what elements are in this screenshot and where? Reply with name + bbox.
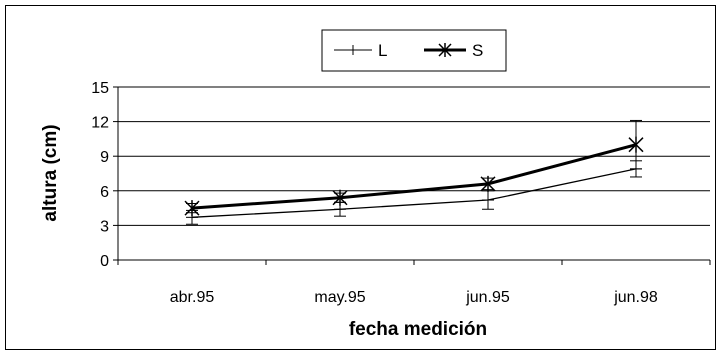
data-point bbox=[184, 200, 200, 217]
data-point bbox=[332, 189, 348, 206]
data-point bbox=[482, 194, 494, 207]
legend-l-sample bbox=[334, 45, 372, 55]
x-tick-label: may.95 bbox=[314, 289, 365, 306]
y-tick-label: 6 bbox=[100, 184, 109, 201]
y-tick-label: 9 bbox=[100, 149, 109, 166]
series-l bbox=[186, 160, 642, 225]
series-layer bbox=[184, 119, 644, 225]
x-tick-label: jun.98 bbox=[613, 289, 658, 306]
x-tick-label: jun.95 bbox=[465, 289, 510, 306]
x-axis-title: fecha medición bbox=[349, 319, 487, 340]
y-tick-label: 12 bbox=[91, 115, 109, 132]
legend-s-label: S bbox=[472, 41, 483, 60]
series-s bbox=[184, 119, 644, 217]
data-point bbox=[628, 136, 644, 153]
y-tick-label: 0 bbox=[100, 253, 109, 270]
y-axis-title: altura (cm) bbox=[40, 124, 61, 221]
x-axis-ticks: abr.95 may.95 jun.95 jun.98 bbox=[117, 260, 711, 306]
legend-s-sample bbox=[424, 43, 466, 57]
x-tick-label: abr.95 bbox=[170, 289, 215, 306]
y-tick-label: 15 bbox=[91, 80, 109, 97]
gridlines bbox=[117, 86, 710, 261]
y-axis-ticks: 0 3 6 9 12 15 bbox=[91, 80, 118, 270]
series-line-s bbox=[191, 143, 637, 210]
series-line-l bbox=[191, 168, 637, 218]
legend-l-label: L bbox=[378, 41, 387, 60]
legend: L S bbox=[321, 29, 507, 72]
data-point bbox=[480, 175, 496, 192]
y-tick-label: 3 bbox=[100, 218, 109, 235]
